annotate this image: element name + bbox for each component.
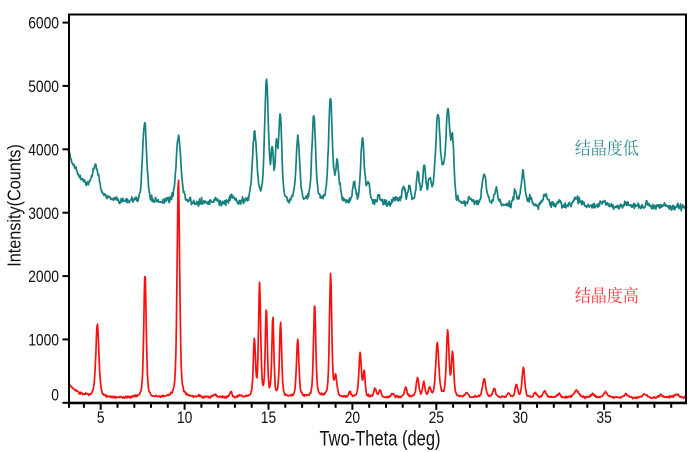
svg-text:5000: 5000: [28, 77, 59, 96]
svg-text:4000: 4000: [28, 140, 59, 159]
svg-text:15: 15: [261, 408, 276, 427]
svg-text:20: 20: [345, 408, 360, 427]
svg-text:3000: 3000: [28, 204, 59, 223]
svg-text:10: 10: [177, 408, 192, 427]
svg-text:Intensity(Counts): Intensity(Counts): [4, 144, 24, 267]
svg-text:0: 0: [51, 386, 59, 405]
svg-text:35: 35: [596, 408, 611, 427]
svg-text:2000: 2000: [28, 267, 59, 286]
svg-text:5: 5: [97, 408, 105, 427]
svg-text:Two-Theta (deg): Two-Theta (deg): [320, 428, 441, 451]
svg-text:30: 30: [513, 408, 528, 427]
svg-text:1000: 1000: [28, 331, 59, 350]
svg-text:25: 25: [429, 408, 444, 427]
svg-text:6000: 6000: [28, 14, 59, 33]
